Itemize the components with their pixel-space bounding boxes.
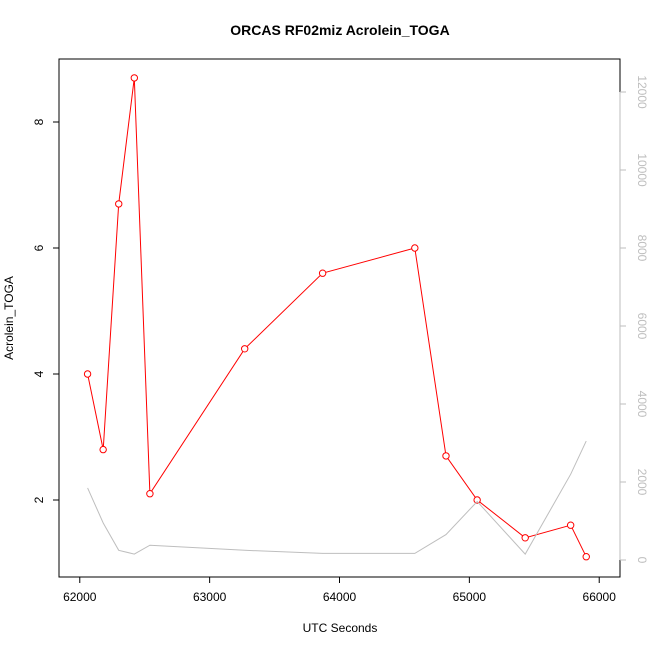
data-point: [521, 534, 529, 542]
x-tick-label: 63000: [193, 590, 227, 604]
data-point: [241, 345, 249, 353]
x-tick-label: 62000: [63, 590, 97, 604]
y2-tick-label: 6000: [635, 313, 649, 340]
y2-tick-label: 8000: [635, 235, 649, 262]
y-axis-label: Acrolein_TOGA: [2, 276, 16, 360]
data-point: [99, 445, 107, 454]
data-point: [146, 490, 154, 498]
x-tick-label: 66000: [583, 590, 617, 604]
x-tick-label: 65000: [453, 590, 487, 604]
y2-tick-label: 12000: [635, 75, 649, 109]
primary-series-line: [87, 77, 587, 557]
data-point: [566, 521, 575, 529]
data-point: [473, 496, 481, 504]
data-point: [83, 370, 92, 378]
x-tick-label: 64000: [323, 590, 357, 604]
y-tick-label: 8: [32, 118, 46, 125]
plot-area: 62000 63000 64000 65000 66000 2 4 6 8 0 2000 4000 60…: [32, 58, 649, 604]
data-point: [115, 200, 123, 208]
data-point: [130, 74, 139, 82]
data-point: [318, 269, 327, 277]
x-axis-label: UTC Seconds: [303, 621, 378, 635]
y-tick-label: 6: [32, 244, 46, 251]
data-point: [442, 452, 450, 460]
y-tick-label: 4: [32, 370, 46, 377]
secondary-series-line: [87, 440, 587, 555]
chart-title: ORCAS RF02miz Acrolein_TOGA: [230, 22, 449, 38]
data-point: [582, 553, 590, 561]
y2-tick-label: 0: [635, 557, 649, 564]
y-tick-label: 2: [32, 496, 46, 503]
y2-tick-label: 2000: [635, 469, 649, 496]
data-point: [411, 244, 419, 252]
y2-tick-label: 10000: [635, 153, 649, 187]
y2-tick-label: 4000: [635, 391, 649, 418]
